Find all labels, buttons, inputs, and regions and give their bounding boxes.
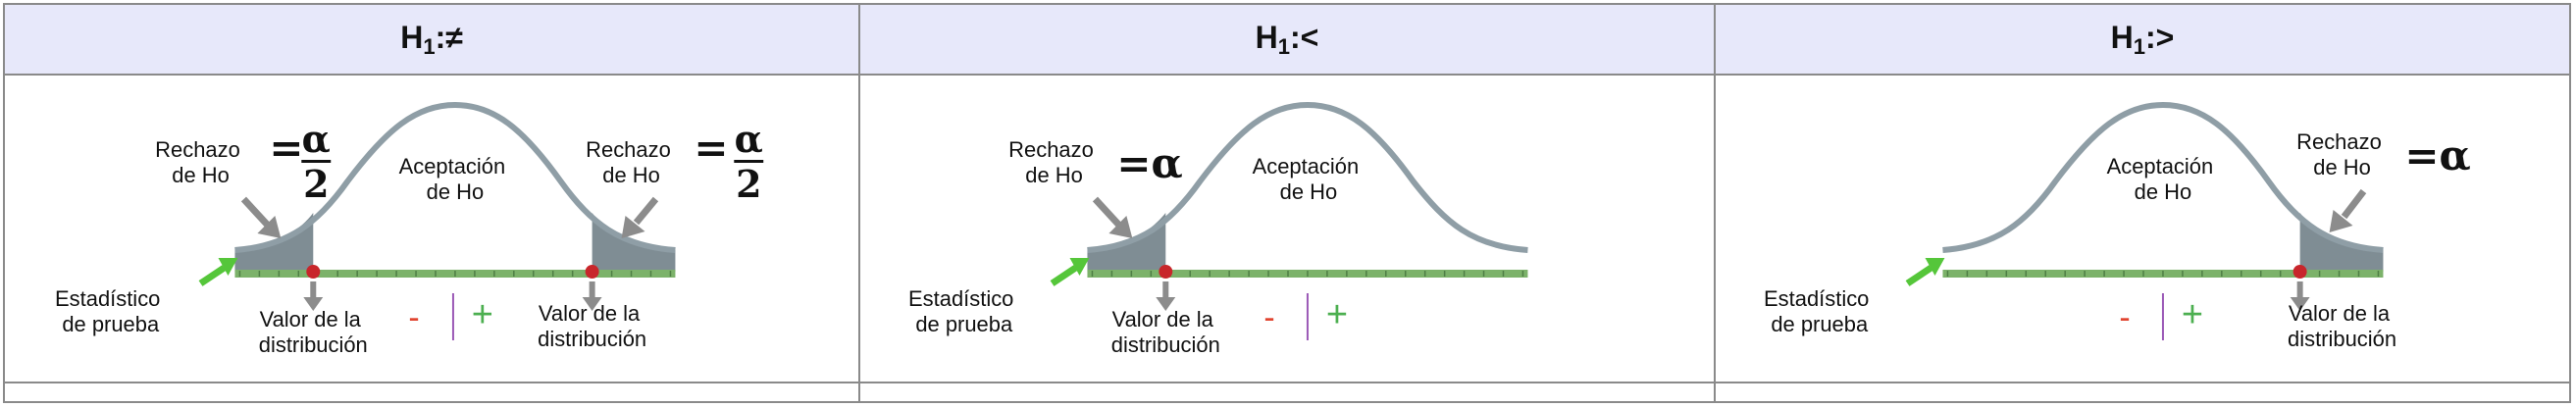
panel-left-tailed: Rechazo de Ho =α Aceptación de Ho Estadí… (858, 74, 1716, 383)
arrow-reject (2341, 188, 2367, 220)
accept-label: Aceptación de Ho (399, 154, 512, 204)
arrowhead-reject (2329, 210, 2353, 232)
minus-sign: - (2119, 299, 2130, 336)
header-two-tailed: H1:≠ (3, 3, 860, 76)
arrow-stat (1905, 265, 1933, 286)
hyp-subscript: 1 (1277, 33, 1290, 59)
diagram-left-tailed: Rechazo de Ho =α Aceptación de Ho Estadí… (908, 101, 1528, 357)
hyp-letter: H (2110, 19, 2134, 55)
figure-row: Rechazo de Ho = α 2 Rechazo de Ho = α 2 (3, 74, 2571, 383)
arrowhead-dist-left (303, 297, 324, 311)
alpha-numerator-right: α (735, 117, 763, 161)
header-row: H1:≠ H1:< H1:> (3, 3, 2571, 76)
diagram-right-tailed: Rechazo de Ho =α Aceptación de Ho Estadí… (1764, 101, 2471, 351)
arrow-stat (1050, 265, 1078, 286)
reject-label: Rechazo de Ho (2296, 129, 2388, 179)
normal-curve (1942, 101, 2384, 253)
plus-sign: + (1326, 294, 1348, 335)
header-left-tailed: H1:< (858, 3, 1716, 76)
footer-row (3, 382, 2571, 403)
minus-sign: - (1263, 299, 1274, 336)
alpha-value: =α (2404, 131, 2470, 179)
hyp-sign: :> (2145, 19, 2175, 55)
reject-label: Rechazo de Ho (1008, 137, 1100, 187)
axis-ticks (1091, 271, 1524, 277)
dist-label: Valor de la distribución (1111, 307, 1220, 357)
fraction-bar-right (734, 160, 764, 163)
arrowhead-reject (1108, 216, 1133, 238)
equals-right: = (694, 124, 728, 172)
accept-label: Aceptación de Ho (2107, 154, 2220, 204)
arrowhead-reject-left (257, 216, 282, 238)
hyp-subscript: 1 (2133, 33, 2145, 59)
hyp-subscript: 1 (423, 33, 436, 59)
hyp-letter: H (1255, 19, 1278, 55)
hyp-letter: H (400, 19, 424, 55)
alpha-denominator-left: 2 (303, 162, 329, 206)
panel-right-tailed: Rechazo de Ho =α Aceptación de Ho Estadí… (1714, 74, 2571, 383)
stat-label: Estadístico de prueba (908, 286, 1019, 336)
stat-label: Estadístico de prueba (55, 286, 166, 336)
arrowhead-stat (1069, 258, 1090, 276)
accept-label: Aceptación de Ho (1253, 154, 1365, 204)
dist-label-left: Valor de la distribución (259, 307, 368, 357)
panel-two-tailed: Rechazo de Ho = α 2 Rechazo de Ho = α 2 (3, 74, 860, 383)
normal-curve (234, 101, 676, 253)
footer-cell-1 (3, 382, 860, 403)
critical-point-right (585, 265, 599, 279)
normal-curve (1087, 101, 1528, 253)
alpha-denominator-right: 2 (736, 162, 761, 206)
arrow-reject (1092, 196, 1121, 228)
alpha-value: =α (1116, 139, 1182, 187)
footer-cell-3 (1714, 382, 2571, 403)
hyp-sign: :< (1290, 19, 1319, 55)
arrowhead-dist (1156, 297, 1176, 311)
dist-label-right: Valor de la distribución (538, 301, 646, 351)
dist-label: Valor de la distribución (2288, 301, 2396, 351)
critical-point (2293, 265, 2307, 279)
minus-sign: - (408, 299, 419, 336)
equals-left: = (269, 124, 303, 172)
reject-label-right: Rechazo de Ho (586, 137, 677, 187)
critical-point (1159, 265, 1173, 279)
arrowhead-dist (2290, 297, 2310, 311)
fraction-bar-left (301, 160, 332, 163)
header-right-tailed: H1:> (1714, 3, 2571, 76)
plus-sign: + (2182, 294, 2203, 335)
stat-label: Estadístico de prueba (1764, 286, 1875, 336)
arrow-reject-left (240, 196, 270, 228)
hypothesis-table: H1:≠ H1:< H1:> (3, 3, 2571, 403)
critical-point-left (306, 265, 321, 279)
alpha-numerator-left: α (302, 117, 331, 161)
hyp-sign: :≠ (435, 19, 463, 55)
arrowhead-reject-right (621, 216, 645, 238)
diagram-two-tailed: Rechazo de Ho = α 2 Rechazo de Ho = α 2 (55, 101, 764, 357)
arrow-reject-right (633, 196, 659, 226)
plus-sign: + (472, 294, 493, 335)
footer-cell-2 (858, 382, 1716, 403)
arrow-stat (198, 265, 227, 286)
arrowhead-stat (218, 258, 238, 276)
arrowhead-dist-right (582, 297, 602, 311)
reject-label-left: Rechazo de Ho (155, 137, 246, 187)
arrowhead-stat (1925, 258, 1945, 276)
